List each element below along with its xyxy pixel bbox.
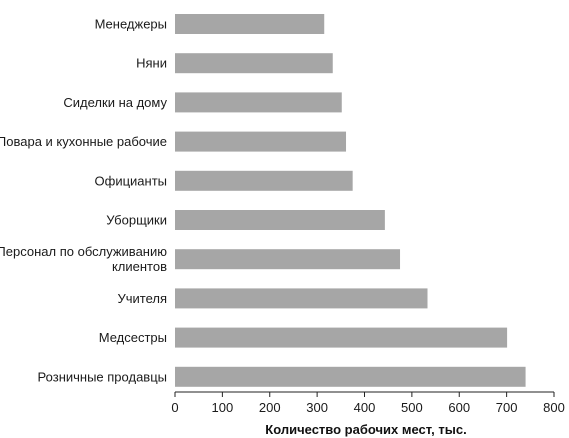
- bar: [175, 92, 342, 113]
- bar: [175, 366, 526, 387]
- bars-layer: [175, 14, 526, 387]
- category-label: Няни: [136, 56, 167, 71]
- bar: [175, 131, 347, 152]
- category-label: Учителя: [117, 291, 167, 306]
- bar: [175, 170, 353, 191]
- x-tick-label: 500: [401, 400, 423, 415]
- bar: [175, 53, 333, 74]
- bar: [175, 210, 385, 230]
- x-tick-label: 400: [354, 400, 376, 415]
- x-tick-label: 200: [259, 400, 281, 415]
- x-axis-ticks: 0 100 200 300 400 500 600 700 800: [171, 392, 565, 415]
- x-tick-label: 600: [448, 400, 470, 415]
- x-tick-label: 300: [306, 400, 328, 415]
- x-tick-label: 100: [212, 400, 234, 415]
- category-label: Персонал по обслуживанию клиентов: [0, 244, 167, 274]
- x-tick-label: 0: [171, 400, 178, 415]
- category-label: Уборщики: [106, 213, 167, 228]
- category-label: Менеджеры: [95, 17, 167, 32]
- category-label: Розничные продавцы: [38, 369, 167, 384]
- category-label: Медсестры: [99, 330, 167, 345]
- x-tick-label: 700: [496, 400, 518, 415]
- bar: [175, 249, 401, 270]
- bar: [175, 14, 325, 34]
- x-tick-label: 800: [543, 400, 565, 415]
- x-axis-title: Количество рабочих мест, тыс.: [265, 422, 466, 437]
- category-label: Сиделки на дому: [63, 95, 167, 110]
- category-label: Повара и кухонные рабочие: [0, 134, 167, 149]
- bar: [175, 288, 428, 309]
- bar: [175, 327, 508, 348]
- category-label: Официанты: [95, 173, 167, 188]
- category-labels: Менеджеры Няни Сиделки на дому Повара и кух…: [0, 17, 167, 385]
